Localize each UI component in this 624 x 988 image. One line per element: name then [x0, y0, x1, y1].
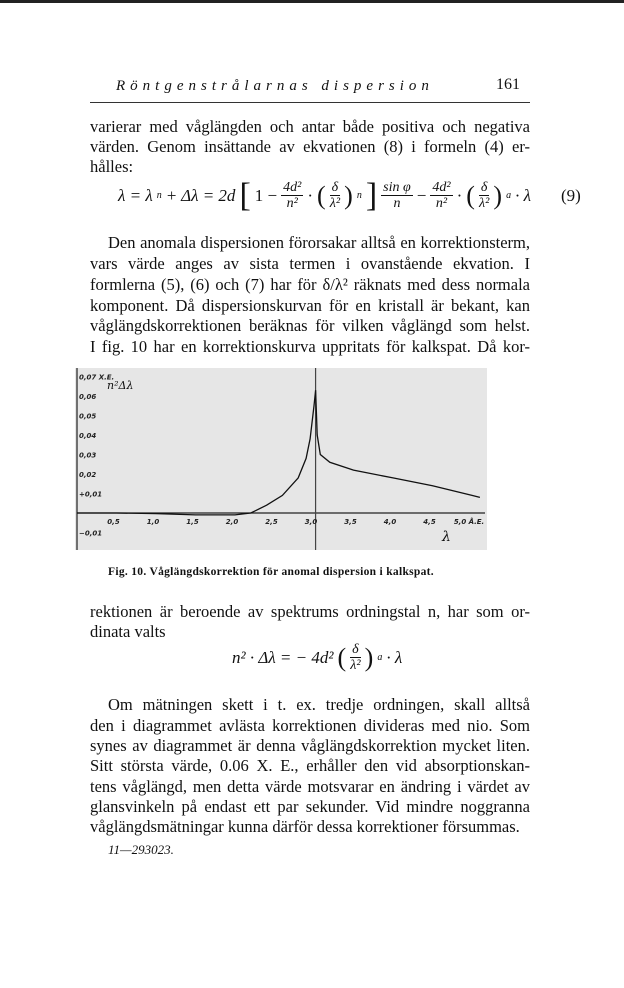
text-line: I fig. 10 har en korrektionskurva upprit…	[90, 337, 530, 356]
bracket-open: [	[239, 176, 251, 214]
paren-close: )	[493, 180, 503, 210]
paren-open: (	[337, 642, 347, 672]
correction-curve	[77, 390, 481, 516]
y-tick-label: 0,06	[79, 393, 96, 401]
x-tick-label: 3,0	[305, 518, 318, 526]
eq-term: + Δλ = 2d	[165, 185, 236, 205]
eq-sub: a	[506, 190, 512, 201]
x-tick-label: 1,5	[186, 518, 199, 526]
eq-fraction: 4d² n²	[430, 180, 453, 211]
text-line: våglängdskorrektionen beräknas för vilke…	[90, 316, 530, 335]
paren-open: (	[316, 180, 326, 210]
denominator: n²	[435, 196, 448, 211]
x-tick-label: 2,5	[265, 518, 278, 526]
text-line: synes av diagrammet är denna våglängdsko…	[90, 736, 530, 755]
denominator: n²	[286, 196, 298, 211]
text-line: Sitt största värde, 0.06 X. E., erhåller…	[90, 756, 530, 775]
numerator: sin φ	[381, 180, 413, 196]
denominator: λ²	[479, 196, 490, 211]
text-line: glansvinkeln på endast ett par sekunder.…	[90, 797, 530, 816]
eq-sub: a	[377, 652, 383, 663]
numerator: δ	[350, 642, 361, 658]
dot: ·	[456, 185, 463, 205]
text-line: rektionen är beroende av spektrums ordni…	[90, 602, 530, 621]
paren-close: )	[344, 180, 353, 210]
y-tick-label: −0,01	[79, 530, 102, 538]
equation-number: (9)	[560, 185, 581, 205]
y-tick-label: 0,07 X.E.	[79, 374, 114, 382]
text-line: tens våglängd, men detta värde motsvarar…	[90, 777, 530, 796]
figure-caption: Fig. 10. Våglängdskorrektion för anomal …	[108, 566, 434, 578]
text-line: komponent. Då dispersionskurvan för en k…	[90, 296, 530, 315]
signature-text: 11—293023.	[108, 842, 174, 857]
numerator: δ	[329, 180, 341, 196]
printer-signature: 11—293023.	[108, 842, 174, 858]
y-tick-label: +0,01	[79, 491, 102, 499]
y-tick-label: 0,04	[79, 432, 96, 440]
bracket-close: ]	[365, 176, 378, 214]
eq-term: λ = λ	[118, 185, 153, 205]
paren-open: (	[466, 180, 475, 210]
text-line: Om mätningen skett i t. ex. tredje ordni…	[108, 695, 530, 714]
eq-term: −	[416, 185, 427, 205]
text-line: formlerna (5), (6) och (7) har för δ/λ² …	[90, 275, 530, 294]
eq-sub: n	[156, 190, 162, 201]
equation-ordinate: n² · Δλ = − 4d² ( δ λ² ) a · λ	[232, 642, 402, 673]
running-title: Röntgenstrålarnas dispersion	[116, 78, 434, 94]
text-line: våglängdsmätningar kunna därför dessa ko…	[90, 817, 520, 836]
text-line: Den anomala dispersionen förorsakar allt…	[108, 233, 530, 252]
eq-fraction: δ λ²	[350, 642, 361, 673]
x-tick-label: 4,5	[423, 518, 436, 526]
text-line: värden. Genom insättande av ekvationen (…	[90, 137, 530, 156]
eq-sub: n	[356, 190, 362, 201]
x-tick-label: 2,0	[226, 518, 239, 526]
text-line: vars värde anges av sista termen i ovans…	[90, 254, 530, 273]
chart-background	[75, 368, 487, 550]
scan-top-border	[0, 0, 624, 3]
dispersion-correction-chart: 0,07 X.E. 0,06 0,05 0,04 0,03 0,02 +0,01 −0,01 0…	[75, 368, 487, 550]
x-tick-label: 0,5	[107, 518, 120, 526]
y-tick-label: 0,05	[79, 413, 96, 421]
eq-term: · λ	[386, 647, 403, 667]
paren-close: )	[364, 642, 374, 672]
text-line: hålles:	[90, 157, 134, 176]
numerator: 4d²	[430, 180, 453, 196]
eq-term: · λ	[515, 185, 531, 205]
y-tick-label: 0,02	[79, 471, 96, 479]
denominator: λ²	[350, 658, 361, 673]
page-number: 161	[496, 76, 520, 93]
numerator: δ	[478, 180, 490, 196]
denominator: λ²	[329, 196, 341, 211]
eq-fraction: δ λ²	[329, 180, 341, 211]
numerator: 4d²	[281, 180, 304, 196]
y-tick-label: 0,03	[79, 452, 96, 460]
eq-fraction: δ λ²	[478, 180, 490, 211]
x-tick-label: 3,5	[344, 518, 357, 526]
y-axis-label: n²Δλ	[107, 379, 133, 392]
x-tick-label: 1,0	[147, 518, 160, 526]
denominator: n	[393, 196, 401, 211]
dot: ·	[307, 185, 313, 205]
x-tick-label: 5,0 Å.E.	[454, 517, 484, 526]
header-rule	[90, 102, 530, 103]
eq-fraction: 4d² n²	[281, 180, 304, 211]
eq-term: n² · Δλ = − 4d²	[232, 647, 334, 667]
text-line: den i diagrammet avlästa korrektionen di…	[90, 716, 530, 735]
text-line: dinata valts	[90, 622, 166, 641]
x-tick-label: 4,0	[384, 518, 397, 526]
eq-term: 1 −	[254, 185, 278, 205]
text-line: varierar med våglängden och antar både p…	[90, 117, 530, 136]
x-axis-label: λ	[441, 529, 451, 545]
